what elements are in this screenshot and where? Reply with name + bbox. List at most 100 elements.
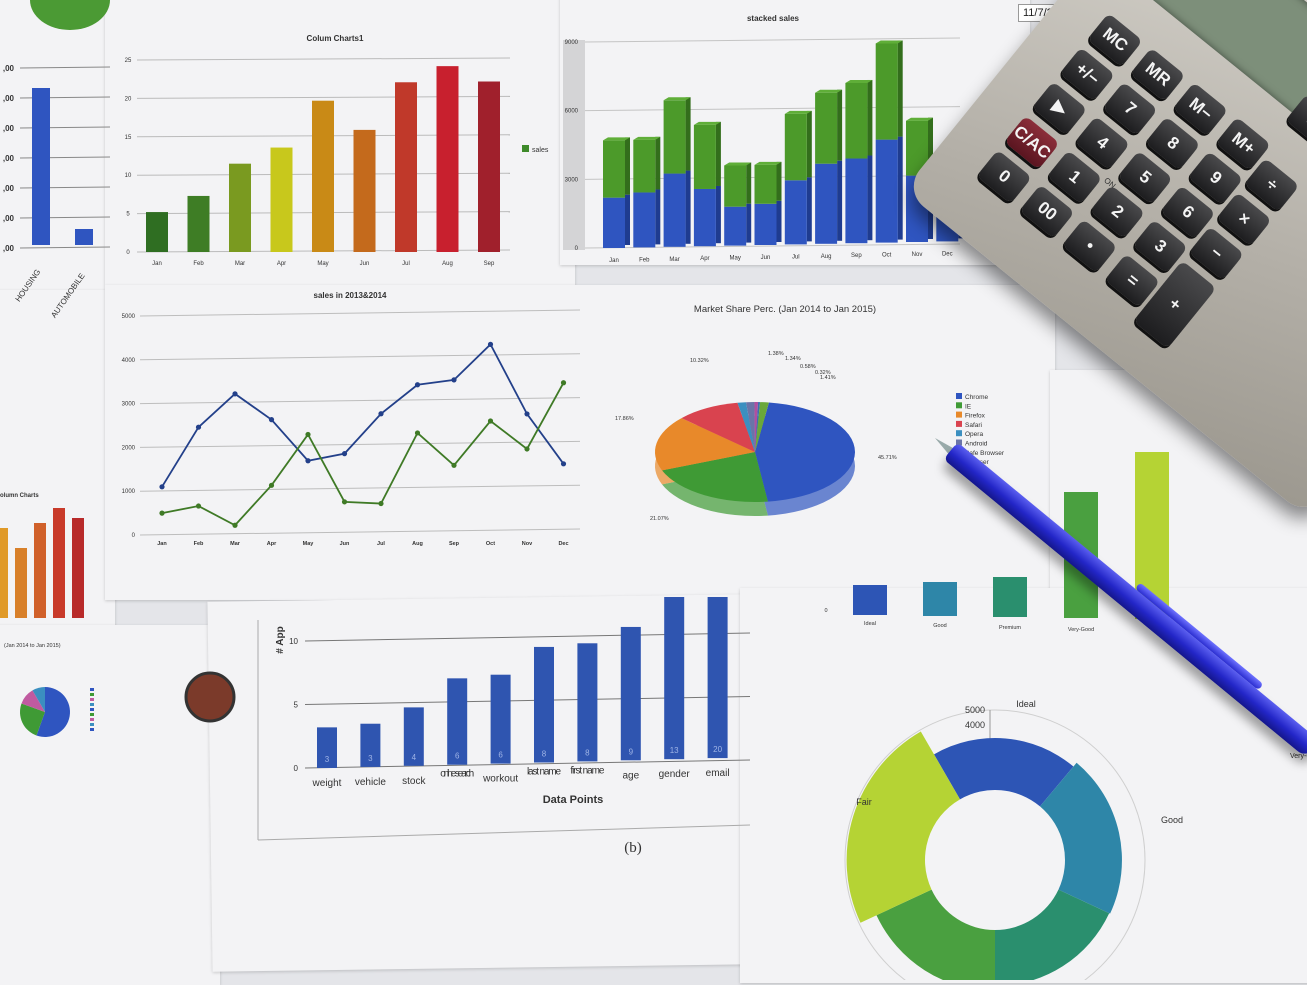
y-tick-label: 5	[126, 212, 130, 218]
bar-top	[875, 40, 903, 44]
paper-sheet	[0, 0, 115, 290]
radial-gridline	[844, 709, 1146, 980]
y-tick-label: ,00	[3, 64, 15, 73]
bar-side	[897, 40, 903, 137]
bar-segment	[693, 188, 716, 247]
gridline	[584, 106, 961, 112]
bar	[403, 707, 424, 766]
bar-data-label: 8	[585, 748, 590, 757]
bar-segment	[815, 92, 838, 164]
x-tick-label: last name	[527, 767, 561, 778]
x-tick-label: Apr	[277, 261, 286, 267]
data-point	[305, 431, 311, 438]
y-tick-label: 15	[125, 135, 132, 141]
data-point	[560, 461, 567, 467]
bar-data-label: 9	[629, 747, 634, 756]
bar	[664, 597, 685, 760]
x-tick-label: weight	[312, 778, 342, 789]
x-tick-label: online search	[440, 769, 474, 780]
bar	[447, 678, 468, 765]
pie-data-label: 21.07%	[650, 516, 669, 522]
donut-segment	[934, 738, 1074, 807]
data-point	[232, 522, 238, 528]
data-point	[232, 391, 238, 397]
x-tick-label: Jun	[360, 261, 370, 267]
data-point	[378, 411, 384, 417]
x-tick-label: May	[730, 256, 741, 262]
legend-swatch	[90, 688, 94, 691]
pie-slice	[737, 402, 755, 452]
x-tick-label: first name	[570, 765, 604, 776]
bar-top	[603, 137, 630, 141]
pie-data-label: 10.32%	[690, 358, 709, 364]
gridline	[139, 397, 581, 405]
bar	[270, 147, 293, 252]
bar-side	[837, 89, 843, 161]
data-point	[195, 424, 202, 430]
legend-swatch	[90, 728, 94, 731]
y-tick-label: 10	[125, 173, 132, 179]
series-line	[161, 342, 565, 488]
legend-label: Android	[965, 441, 988, 448]
pie-slice	[754, 402, 759, 452]
x-tick-label: vehicle	[355, 777, 387, 788]
data-point	[159, 510, 165, 516]
category-label: Fair	[856, 797, 872, 807]
gridline	[139, 309, 581, 317]
pie-slice	[21, 690, 45, 712]
y-tick-label: 2000	[122, 445, 136, 451]
bar	[72, 518, 84, 618]
x-tick-label: Very-Good	[1068, 627, 1094, 633]
bar-top	[815, 89, 843, 93]
x-tick-label: Sep	[449, 541, 460, 547]
legend-swatch	[90, 713, 94, 716]
data-point	[195, 503, 202, 509]
bar	[187, 195, 210, 252]
bar-data-label: 13	[670, 746, 679, 755]
frame-line	[257, 824, 751, 841]
bar-segment	[754, 203, 777, 245]
gridline	[136, 57, 511, 61]
legend-swatch	[90, 718, 94, 721]
x-tick-label: Apr	[267, 541, 277, 547]
pie-slice	[755, 402, 769, 452]
bar-data-label: 6	[455, 752, 460, 761]
axis-wall	[563, 40, 585, 250]
data-point	[414, 430, 421, 436]
y-tick-label: ,00	[3, 244, 15, 253]
bar-segment	[603, 140, 625, 198]
gridline	[139, 440, 581, 448]
x-tick-label: Ideal	[864, 621, 876, 627]
y-tick-label: 3000	[565, 177, 579, 183]
y-tick-label: 0	[294, 764, 299, 773]
bar	[229, 163, 251, 252]
bar	[34, 523, 46, 618]
paper-sheet	[0, 625, 220, 985]
pie-data-label: 45.71%	[878, 455, 897, 461]
pie-slice	[662, 452, 768, 502]
x-tick-label: email	[706, 768, 730, 779]
bar-side	[715, 185, 721, 244]
bar	[0, 528, 8, 618]
data-point	[159, 484, 165, 490]
bar-top	[754, 161, 782, 165]
bar-segment	[784, 180, 807, 245]
bar-side	[746, 162, 752, 204]
bar-side	[837, 160, 843, 241]
pie-data-label: 0.32%	[815, 370, 831, 376]
x-tick-label: AUTOMOBILE	[49, 272, 86, 320]
y-tick-label: 5	[294, 701, 299, 710]
x-tick-label: Jan	[609, 258, 619, 264]
pie-slice	[655, 418, 755, 471]
x-tick-label: Sep	[851, 253, 862, 259]
x-tick-label: Jul	[377, 541, 385, 547]
y-tick-label: ,00	[3, 124, 15, 133]
chart-title: Colum Charts1	[307, 34, 364, 43]
category-label: Very-Goo	[1290, 753, 1307, 760]
legend-swatch	[90, 708, 94, 711]
bar-segment	[875, 43, 898, 140]
bar-top	[663, 97, 691, 101]
gridline	[139, 484, 581, 492]
bar	[32, 88, 50, 245]
bar-side	[776, 161, 782, 201]
